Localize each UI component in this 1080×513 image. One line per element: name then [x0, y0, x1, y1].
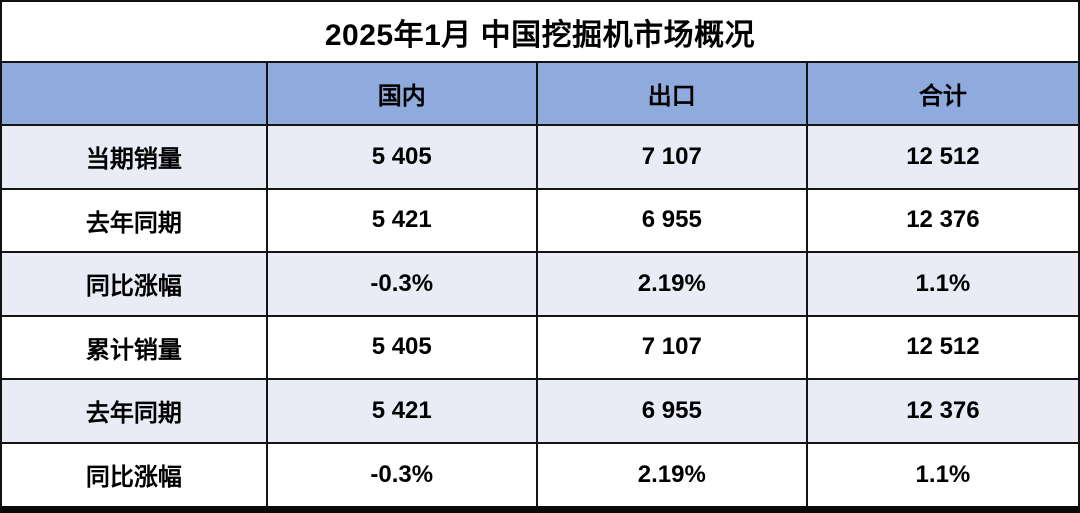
row-label-cum-last-year: 去年同期: [2, 378, 268, 444]
cell-cum-yoy-domestic: -0.3%: [265, 441, 538, 506]
row-label-current-sales: 当期销量: [2, 124, 268, 190]
table-row: 同比涨幅 -0.3% 2.19% 1.1%: [2, 441, 1078, 506]
table-title-bar: 2025年1月 中国挖掘机市场概况: [2, 2, 1078, 61]
cell-cum-yoy-total: 1.1%: [805, 441, 1078, 506]
table-row: 同比涨幅 -0.3% 2.19% 1.1%: [2, 251, 1078, 317]
table-row: 累计销量 5 405 7 107 12 512: [2, 314, 1078, 380]
cell-cumulative-total: 12 512: [805, 314, 1078, 380]
header-cell-total: 合计: [805, 61, 1078, 126]
header-cell-domestic: 国内: [265, 61, 538, 126]
cell-cumulative-domestic: 5 405: [265, 314, 538, 380]
table-row: 去年同期 5 421 6 955 12 376: [2, 378, 1078, 444]
cell-cum-yoy-export: 2.19%: [535, 441, 808, 506]
cell-current-export: 7 107: [535, 124, 808, 190]
row-label-cum-yoy-change: 同比涨幅: [2, 441, 268, 506]
row-label-cumulative-sales: 累计销量: [2, 314, 268, 380]
header-cell-export: 出口: [535, 61, 808, 126]
row-label-yoy-change: 同比涨幅: [2, 251, 268, 317]
header-cell-blank: [2, 61, 268, 126]
table-row: 当期销量 5 405 7 107 12 512: [2, 124, 1078, 190]
page-title: 2025年1月 中国挖掘机市场概况: [324, 18, 756, 52]
cell-yoy-export: 2.19%: [535, 251, 808, 317]
row-label-last-year: 去年同期: [2, 187, 268, 253]
cell-lastyear-total: 12 376: [805, 187, 1078, 253]
header-row: 国内 出口 合计: [2, 61, 1078, 126]
cell-lastyear-export: 6 955: [535, 187, 808, 253]
cell-yoy-domestic: -0.3%: [265, 251, 538, 317]
cell-cum-lastyear-domestic: 5 421: [265, 378, 538, 444]
cell-current-total: 12 512: [805, 124, 1078, 190]
excavator-market-table: 国内 出口 合计 当期销量 5 405 7 107 12 512 去年同期 5 …: [2, 61, 1078, 506]
cell-cum-lastyear-export: 6 955: [535, 378, 808, 444]
cell-yoy-total: 1.1%: [805, 251, 1078, 317]
table-row: 去年同期 5 421 6 955 12 376: [2, 187, 1078, 253]
cell-cumulative-export: 7 107: [535, 314, 808, 380]
cell-cum-lastyear-total: 12 376: [805, 378, 1078, 444]
cell-lastyear-domestic: 5 421: [265, 187, 538, 253]
cell-current-domestic: 5 405: [265, 124, 538, 190]
